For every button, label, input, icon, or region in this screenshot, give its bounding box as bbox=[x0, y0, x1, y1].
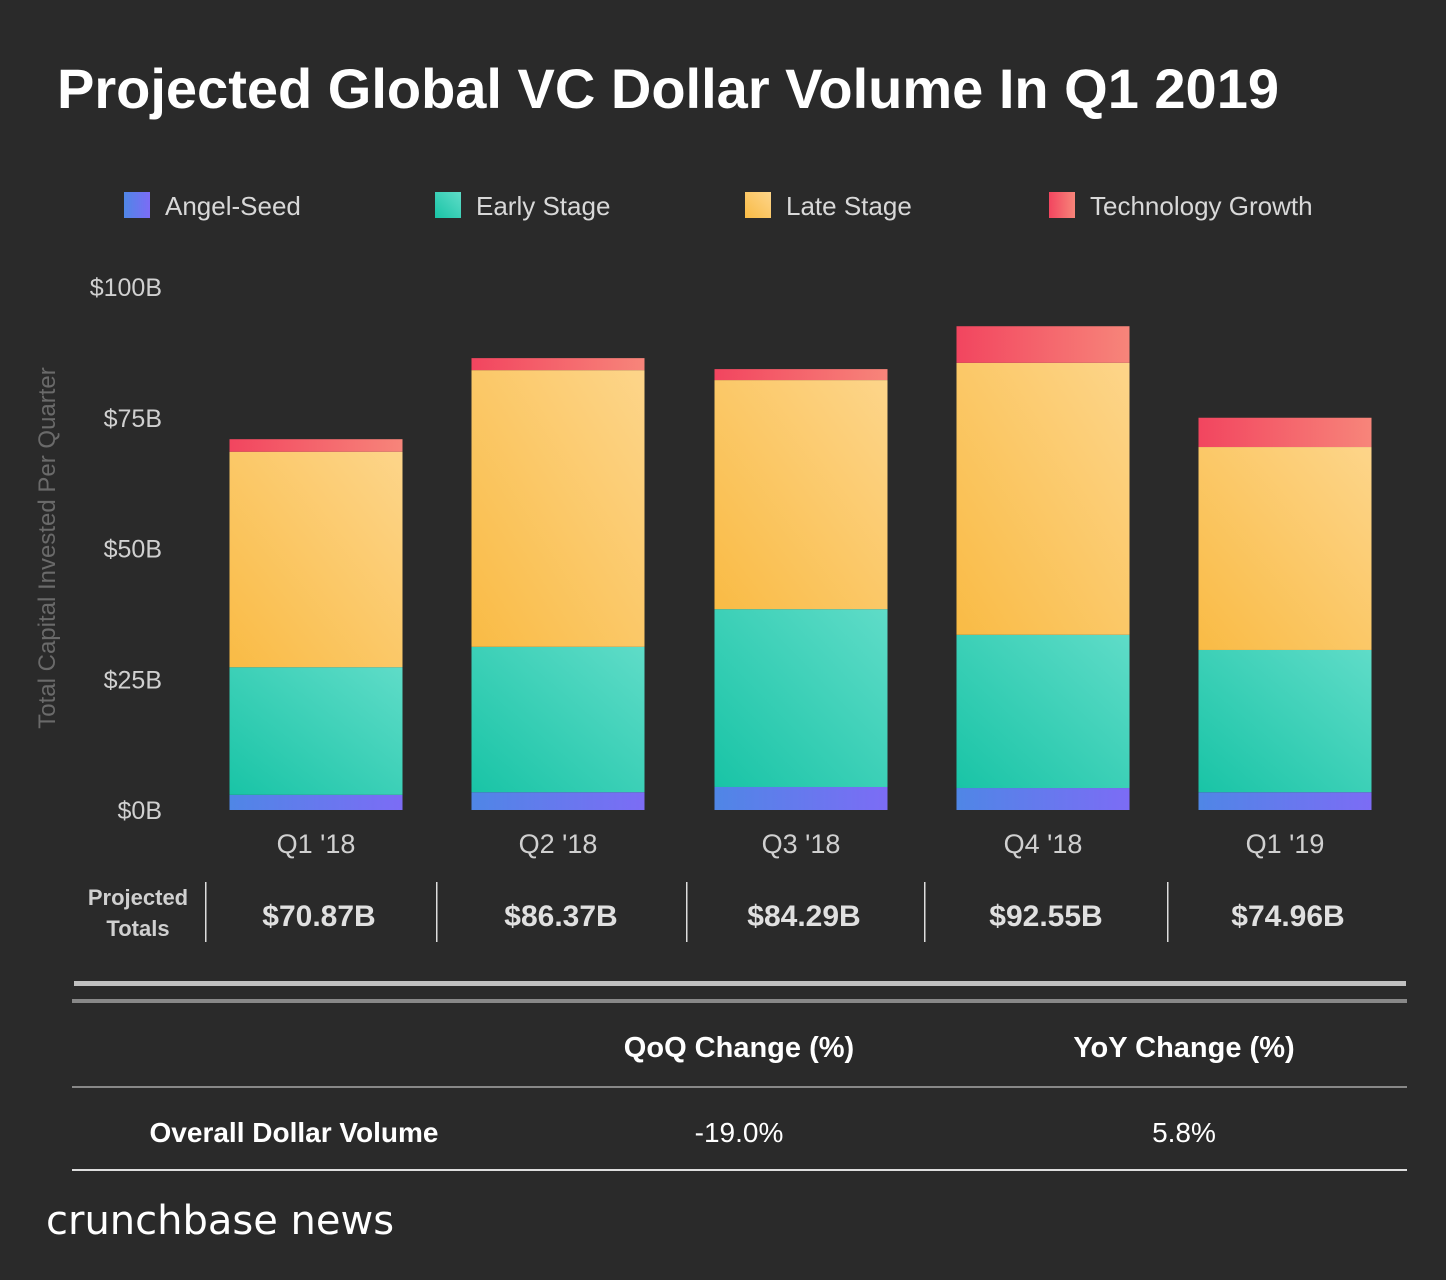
bar-segment-angel-seed bbox=[714, 786, 888, 810]
legend-swatch-early-stage bbox=[435, 192, 461, 218]
bar-segment-angel-seed bbox=[1198, 792, 1372, 810]
bar-segment-late-stage bbox=[1198, 447, 1372, 650]
bar-segment-late-stage bbox=[714, 380, 888, 610]
bar-segment-early-stage bbox=[229, 667, 403, 795]
legend-label-angel-seed: Angel-Seed bbox=[165, 191, 301, 221]
totals-separator bbox=[205, 882, 207, 942]
bar-segment-early-stage bbox=[714, 609, 888, 787]
bar-segment-technology-growth bbox=[1198, 417, 1372, 448]
legend-label-early-stage: Early Stage bbox=[476, 191, 610, 221]
change-table: QoQ Change (%) YoY Change (%) Overall Do… bbox=[72, 1032, 1407, 1171]
bar-segment-angel-seed bbox=[956, 788, 1130, 810]
legend-label-late-stage: Late Stage bbox=[786, 191, 912, 221]
total-value: $92.55B bbox=[989, 900, 1102, 933]
chart-title: Projected Global VC Dollar Volume In Q1 … bbox=[57, 57, 1279, 120]
totals-separator bbox=[1167, 882, 1169, 942]
bar-segment-technology-growth bbox=[714, 369, 888, 381]
y-tick-label: $50B bbox=[104, 536, 162, 564]
total-value: $84.29B bbox=[747, 900, 860, 933]
totals-separator bbox=[686, 882, 688, 942]
legend-swatch-angel-seed bbox=[124, 192, 150, 218]
bars bbox=[229, 326, 1372, 810]
divider-second bbox=[72, 999, 1407, 1003]
bar-segment-late-stage bbox=[471, 370, 645, 647]
qoq-value: -19.0% bbox=[695, 1117, 784, 1148]
brand-logo: crunchbase news bbox=[46, 1198, 394, 1244]
bar-segment-early-stage bbox=[956, 634, 1130, 789]
bar-segment-angel-seed bbox=[471, 792, 645, 810]
row-label: Overall Dollar Volume bbox=[150, 1117, 439, 1148]
bar-segment-angel-seed bbox=[229, 794, 403, 810]
bar-segment-early-stage bbox=[471, 646, 645, 793]
total-value: $74.96B bbox=[1231, 900, 1344, 933]
x-tick-label: Q2 '18 bbox=[519, 829, 598, 859]
bar-segment-technology-growth bbox=[956, 326, 1130, 363]
y-tick-label: $25B bbox=[104, 666, 162, 694]
totals-separator bbox=[924, 882, 926, 942]
bar-segment-late-stage bbox=[956, 362, 1130, 635]
y-tick-label: $0B bbox=[118, 797, 162, 825]
legend-swatch-late-stage bbox=[745, 192, 771, 218]
legend-swatch-technology-growth bbox=[1049, 192, 1075, 218]
header-yoy: YoY Change (%) bbox=[1073, 1032, 1294, 1064]
x-tick-label: Q4 '18 bbox=[1004, 829, 1083, 859]
y-tick-label: $100B bbox=[90, 274, 162, 302]
legend: Angel-Seed Early Stage Late Stage Techno… bbox=[124, 191, 1313, 221]
y-ticks: $0B $25B $50B $75B $100B bbox=[90, 274, 162, 825]
header-qoq: QoQ Change (%) bbox=[624, 1032, 854, 1064]
yoy-value: 5.8% bbox=[1152, 1117, 1216, 1148]
totals-label-line2: Totals bbox=[106, 916, 169, 941]
x-tick-label: Q1 '19 bbox=[1246, 829, 1325, 859]
totals-row: Projected Totals $70.87B $86.37B $84.29B $9… bbox=[88, 882, 1345, 942]
bar-segment-late-stage bbox=[229, 451, 403, 668]
bar-segment-early-stage bbox=[1198, 649, 1372, 793]
totals-separator bbox=[436, 882, 438, 942]
totals-label-line1: Projected bbox=[88, 885, 188, 910]
table-bottom-divider bbox=[72, 1169, 1407, 1171]
bar-segment-technology-growth bbox=[471, 358, 645, 371]
x-tick-labels: Q1 '18 Q2 '18 Q3 '18 Q4 '18 Q1 '19 bbox=[277, 829, 1325, 859]
x-tick-label: Q1 '18 bbox=[277, 829, 356, 859]
x-tick-label: Q3 '18 bbox=[762, 829, 841, 859]
total-value: $86.37B bbox=[504, 900, 617, 933]
y-axis-label: Total Capital Invested Per Quarter bbox=[34, 367, 61, 729]
y-tick-label: $75B bbox=[104, 405, 162, 433]
table-divider bbox=[72, 1086, 1407, 1088]
divider-top bbox=[74, 981, 1406, 986]
total-value: $70.87B bbox=[262, 900, 375, 933]
bar-segment-technology-growth bbox=[229, 439, 403, 452]
legend-label-technology-growth: Technology Growth bbox=[1090, 191, 1313, 221]
